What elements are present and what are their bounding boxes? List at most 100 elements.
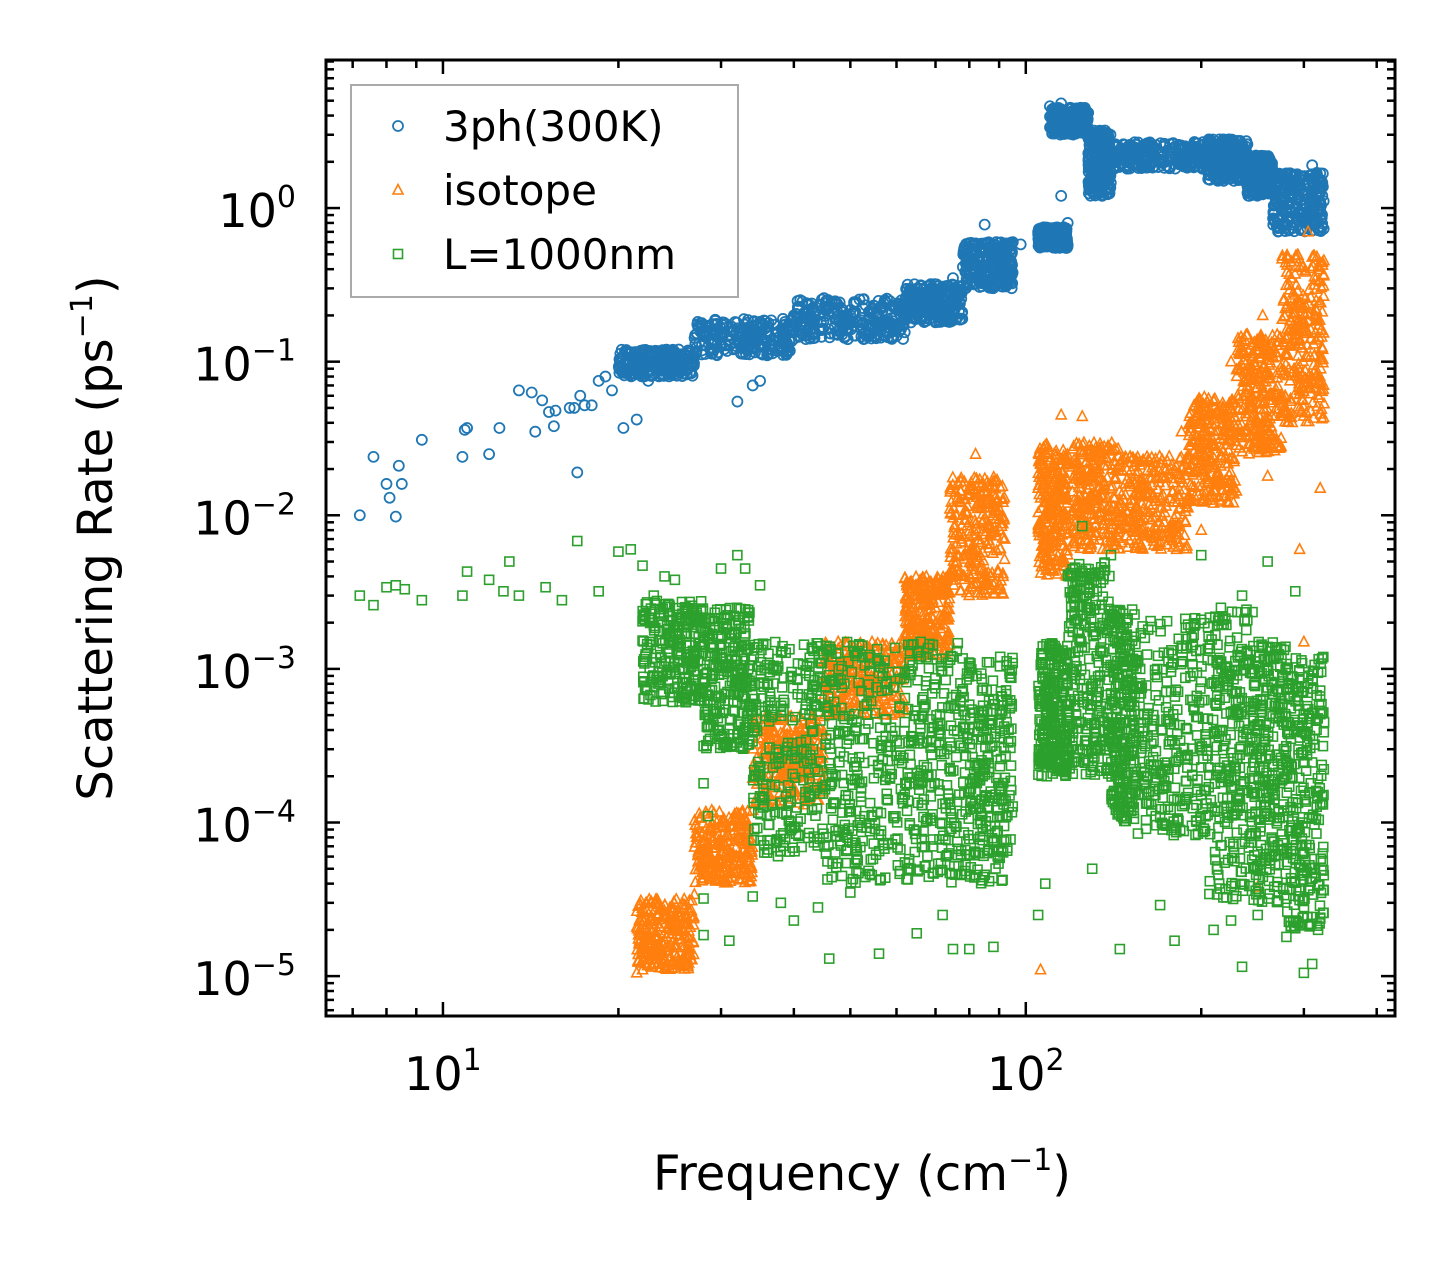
3ph-300k--point [754, 347, 767, 360]
3ph-300k--point [483, 448, 496, 461]
series-circle [353, 97, 1330, 523]
3ph-300k--point [392, 459, 405, 472]
3ph-300k--point [914, 301, 927, 314]
3ph-300k--point [714, 338, 726, 351]
3ph-300k--point [706, 318, 719, 330]
3ph-300k--point [647, 350, 660, 363]
3ph-300k--point [665, 345, 678, 358]
3ph-300k--point [798, 315, 810, 327]
3ph-300k--point [928, 278, 941, 291]
3ph-300k--point [676, 370, 689, 382]
3ph-300k--point [914, 313, 927, 325]
3ph-300k--point [574, 389, 587, 402]
3ph-300k--point [623, 348, 636, 361]
3ph-300k--point [606, 384, 618, 397]
3ph-300k--point [571, 466, 584, 479]
3ph-300k--point [617, 422, 630, 434]
3ph-300k--point [637, 344, 650, 357]
3ph-300k--point [754, 374, 766, 387]
3ph-300k--point [811, 314, 823, 327]
3ph-300k--point [800, 312, 812, 325]
3ph-300k--point [389, 510, 402, 523]
3ph-300k--point [646, 358, 659, 371]
3ph-300k--point [711, 349, 723, 362]
3ph-300k--point [915, 306, 927, 319]
3ph-300k--point [758, 334, 771, 347]
3ph-300k--point [909, 313, 922, 326]
3ph-300k--point [549, 404, 562, 417]
3ph-300k--point [948, 293, 961, 306]
3ph-300k--point [860, 330, 873, 342]
3ph-300k--point [383, 491, 396, 504]
3ph-300k--point [493, 422, 506, 434]
3ph-300k--point [779, 333, 792, 346]
3ph-300k--point [657, 369, 670, 382]
3ph-300k--point [788, 332, 801, 345]
3ph-300k--point [585, 399, 598, 412]
3ph-300k--point [653, 370, 665, 383]
3ph-300k--point [734, 346, 747, 359]
3ph-300k--point [876, 300, 888, 313]
3ph-300k--point [656, 346, 669, 359]
3ph-300k--point [644, 346, 657, 359]
3ph-300k--point [699, 329, 712, 342]
3ph-300k--point [525, 386, 538, 399]
3ph-300k--point [847, 319, 860, 332]
3ph-300k--point [908, 289, 920, 301]
3ph-300k--point [924, 294, 937, 307]
3ph-300k--point [639, 361, 652, 374]
3ph-300k--point [978, 218, 991, 231]
3ph-300k--point [630, 413, 643, 426]
3ph-300k--point [766, 347, 779, 360]
3ph-300k--point [668, 367, 681, 380]
3ph-300k--point [850, 316, 863, 329]
3ph-300k--point [836, 317, 848, 330]
3ph-300k--point [617, 366, 630, 379]
3ph-300k--point [529, 425, 542, 438]
3ph-300k--point [731, 395, 744, 408]
3ph-300k--point [946, 296, 959, 309]
3ph-300k--point [395, 478, 408, 490]
3ph-300k--point [737, 340, 749, 353]
3ph-300k--point [926, 302, 939, 315]
3ph-300k--point [921, 286, 934, 299]
3ph-300k--point [816, 324, 829, 336]
3ph-300k--point [887, 331, 899, 344]
3ph-300k--point [815, 330, 828, 343]
3ph-300k--point [947, 272, 959, 284]
3ph-300k--point [725, 320, 738, 333]
3ph-300k--point [380, 478, 393, 490]
data-marks [353, 97, 1331, 979]
3ph-300k--point [720, 318, 733, 331]
3ph-300k--point [857, 317, 870, 330]
3ph-300k--point [691, 318, 704, 331]
3ph-300k--point [945, 315, 957, 328]
3ph-300k--point [802, 329, 815, 341]
3ph-300k--point [513, 384, 525, 397]
3ph-300k--point [778, 327, 791, 340]
3ph-300k--point [625, 370, 638, 383]
3ph-300k--point [367, 450, 380, 463]
3ph-300k--point [942, 283, 955, 296]
3ph-300k--point [1055, 189, 1068, 202]
3ph-300k--point [754, 340, 767, 353]
3ph-300k--point [733, 326, 746, 339]
3ph-300k--point [353, 509, 366, 522]
3ph-300k--point [872, 318, 885, 331]
3ph-300k--point [618, 349, 630, 362]
3ph-300k--point [536, 394, 549, 407]
3ph-300k--point [789, 320, 802, 333]
3ph-300k--point [633, 368, 646, 381]
3ph-300k--point [721, 330, 733, 343]
3ph-300k--point [415, 433, 428, 446]
3ph-300k--point [681, 362, 694, 374]
3ph-300k--point [699, 348, 712, 360]
3ph-300k--point [699, 335, 712, 348]
3ph-300k--point [766, 333, 779, 346]
3ph-300k--point [709, 314, 722, 327]
3ph-300k--point [456, 450, 469, 463]
3ph-300k--point [547, 420, 560, 433]
3ph-300k--point [746, 379, 759, 392]
3ph-300k--point [822, 323, 835, 335]
